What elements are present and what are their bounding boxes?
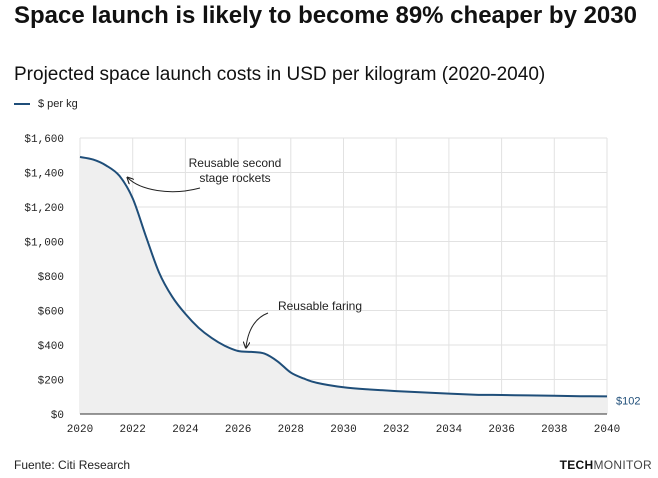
series-line — [79, 156, 608, 398]
annotation-label-line: stage rockets — [199, 171, 270, 185]
annotation-arrow — [128, 178, 201, 193]
y-tick-label: $600 — [38, 307, 64, 319]
x-tick-label: 2032 — [383, 424, 409, 436]
source-note: Fuente: Citi Research — [14, 458, 131, 472]
y-tick-label: $1,000 — [24, 238, 64, 250]
y-tick-label: $400 — [38, 341, 64, 353]
annotation-label: Reusable second stage rockets — [189, 156, 282, 185]
brand-logo-tech: TECH — [559, 458, 594, 472]
x-tick-label: 2040 — [594, 424, 620, 436]
x-tick-label: 2020 — [67, 424, 93, 436]
x-tick-label: 2026 — [225, 424, 251, 436]
x-tick-label: 2022 — [119, 424, 145, 436]
legend-swatch — [14, 103, 30, 105]
x-tick-label: 2024 — [172, 424, 199, 436]
legend: $ per kg — [14, 98, 78, 110]
y-tick-label: $1,200 — [24, 203, 64, 215]
annotation-label-line: Reusable second — [189, 156, 282, 170]
end-value-label: $102 — [616, 395, 640, 407]
chart-title: Space launch is likely to become 89% che… — [14, 2, 637, 29]
chart-subtitle: Projected space launch costs in USD per … — [14, 64, 546, 85]
y-tick-label: $1,600 — [24, 134, 64, 146]
y-tick-label: $800 — [38, 272, 64, 284]
y-tick-label: $200 — [38, 376, 64, 388]
area-fill — [80, 157, 607, 414]
x-tick-label: 2036 — [488, 424, 514, 436]
x-tick-label: 2038 — [541, 424, 567, 436]
brand-logo-monitor: MONITOR — [593, 458, 652, 472]
y-tick-label: $1,400 — [24, 169, 64, 181]
legend-label: $ per kg — [38, 98, 78, 110]
x-tick-label: 2030 — [330, 424, 356, 436]
y-tick-label: $0 — [51, 410, 64, 422]
brand-logo: TECHMONITOR — [560, 458, 652, 472]
annotation-label: Reusable faring — [278, 299, 362, 313]
annotation-arrow — [246, 312, 269, 347]
x-tick-label: 2034 — [436, 424, 463, 436]
x-tick-label: 2028 — [278, 424, 304, 436]
